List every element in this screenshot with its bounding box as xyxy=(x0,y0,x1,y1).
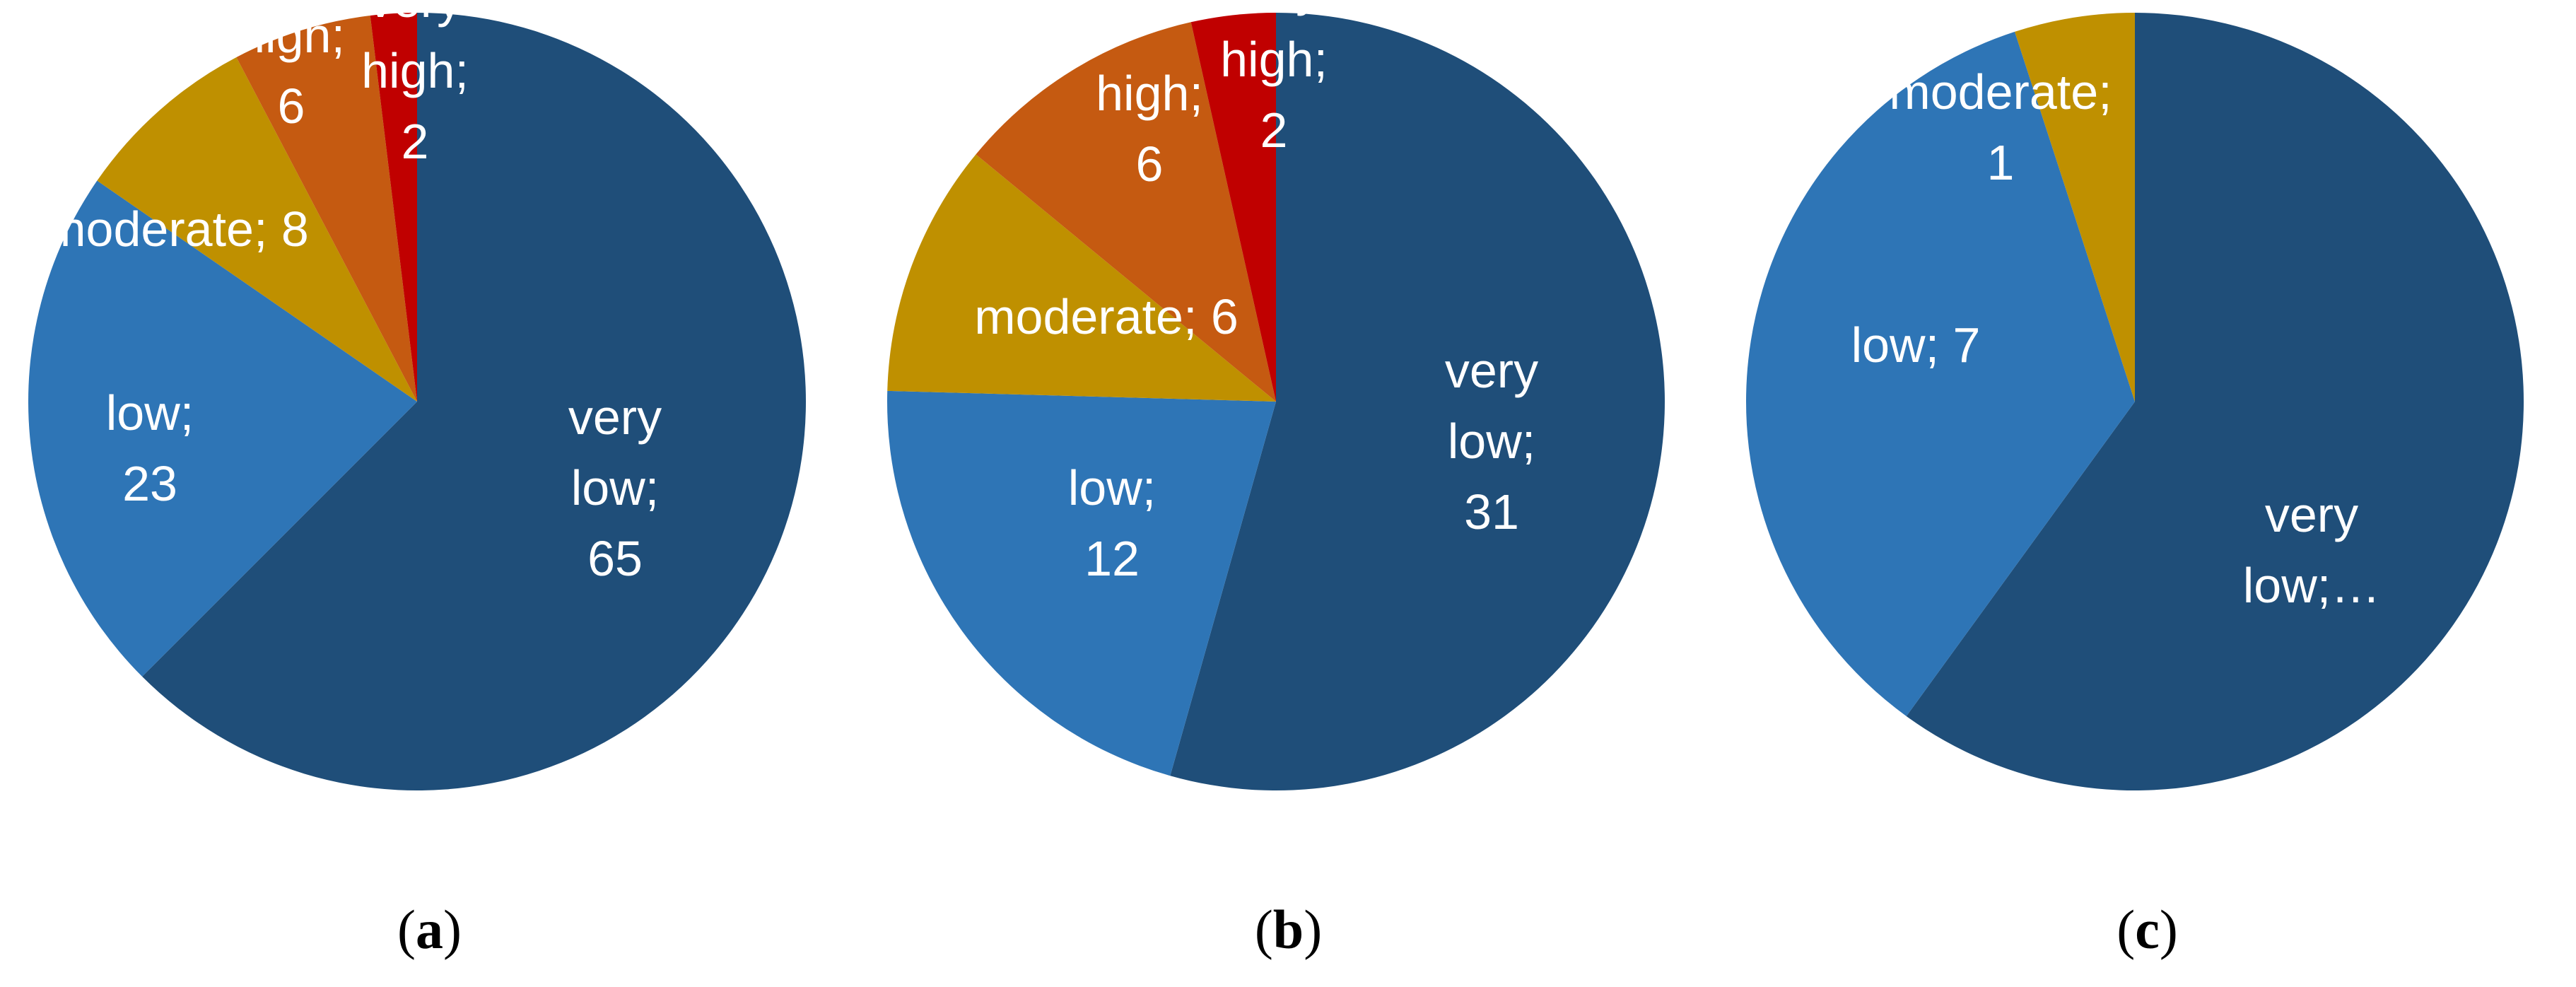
slice-label-line: very xyxy=(1227,0,1321,16)
pie-chart-b: very low; 31 low; 12 moderate; 6 high; 6 very hig… xyxy=(887,0,1665,790)
slice-label-line: 65 xyxy=(587,531,643,586)
slice-label-low: low; 23 xyxy=(106,385,194,511)
slice-label-high: high; 6 xyxy=(238,8,345,134)
slice-very-low xyxy=(1906,13,2524,790)
slice-label-line: moderate; 6 xyxy=(974,289,1239,344)
slice-label-moderate: moderate; 6 xyxy=(974,289,1239,344)
slice-label-line: low; xyxy=(106,385,194,440)
caption-b-letter: b xyxy=(1272,899,1304,960)
slice-very-low xyxy=(142,13,806,791)
slice-label-very-high: very high; 2 xyxy=(361,0,469,169)
slice-low xyxy=(887,390,1276,776)
slice-label-line: 23 xyxy=(122,456,177,511)
slice-label-moderate: moderate; 1 xyxy=(1889,64,2112,190)
slice-label-line: very xyxy=(2265,487,2358,542)
slice-label-line: 6 xyxy=(1136,136,1164,192)
slice-label-line: high; xyxy=(1096,66,1203,121)
caption-c: (c) xyxy=(2117,899,2178,960)
slice-moderate xyxy=(2015,13,2135,402)
slice-very-low xyxy=(1170,13,1665,790)
slice-label-line: low;… xyxy=(2243,558,2380,613)
slice-label-very-low: very low;… xyxy=(2243,487,2380,613)
slice-label-very-low: very low; 31 xyxy=(1445,343,1538,539)
slice-label-line: low; 7 xyxy=(1851,317,1981,373)
slice-label-moderate: moderate; 8 xyxy=(45,202,309,257)
slice-moderate xyxy=(97,57,418,402)
slice-label-line: high; xyxy=(361,43,469,98)
slice-very-high xyxy=(1190,13,1276,402)
slice-label-line: very xyxy=(368,0,462,28)
slice-high xyxy=(236,16,417,402)
panel-b: very low; 31 low; 12 moderate; 6 high; 6 very hig… xyxy=(859,0,1718,987)
slice-label-line: 12 xyxy=(1084,531,1140,586)
slice-label-line: high; xyxy=(238,8,345,63)
slice-label-line: low; xyxy=(1068,460,1156,515)
slice-label-line: 1 xyxy=(1987,135,2015,190)
slice-label-line: 2 xyxy=(402,114,429,169)
slice-label-line: low; xyxy=(1448,414,1535,469)
caption-a: (a) xyxy=(397,899,462,960)
slice-label-line: low; xyxy=(571,460,659,515)
slice-label-line: high; xyxy=(1220,32,1328,87)
slice-label-line: very xyxy=(1445,343,1538,398)
slice-low xyxy=(28,180,417,677)
slice-high xyxy=(976,22,1276,402)
slice-low xyxy=(1746,31,2135,716)
slice-label-low: low; 7 xyxy=(1851,317,1981,373)
caption-a-letter: a xyxy=(416,899,443,960)
caption-b: (b) xyxy=(1254,899,1323,960)
slice-label-line: 2 xyxy=(1260,103,1288,158)
slice-very-high xyxy=(370,13,417,402)
slice-label-very-low: very low; 65 xyxy=(568,390,662,586)
pie-chart-c: very low;… low; 7 moderate; 1 xyxy=(1746,13,2524,790)
slice-label-very-high: very high; 2 xyxy=(1220,0,1328,158)
slice-label-high: high; 6 xyxy=(1096,66,1203,192)
slice-label-line: very xyxy=(568,390,662,445)
slice-label-low: low; 12 xyxy=(1068,460,1156,586)
panel-c: very low;… low; 7 moderate; 1 (c) xyxy=(1718,0,2576,987)
slice-label-line: 6 xyxy=(278,78,305,134)
panel-a: very low; 65 low; 23 moderate; 8 high; 6 very hig… xyxy=(0,0,859,987)
caption-c-letter: c xyxy=(2135,899,2160,960)
slice-label-line: moderate; xyxy=(1889,64,2112,119)
slice-moderate xyxy=(887,154,1276,402)
slice-label-line: 31 xyxy=(1464,484,1519,539)
slice-label-line: moderate; 8 xyxy=(45,202,309,257)
